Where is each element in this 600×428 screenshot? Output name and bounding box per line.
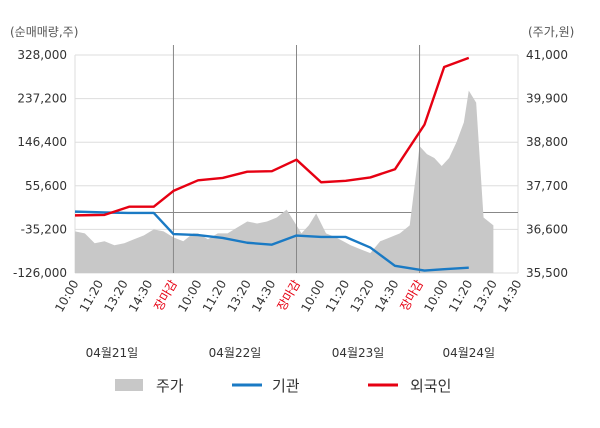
price-area (75, 90, 494, 273)
x-tick: 14:30 (372, 278, 401, 315)
y-left-axis: 328,000 237,200 146,400 55,600 -35,200 -126,0… (13, 48, 67, 280)
x-tick: 13:20 (224, 278, 253, 315)
y-right-tick: 39,900 (526, 92, 568, 106)
y-left-tick: -35,200 (21, 222, 67, 236)
y-right-tick: 41,000 (526, 48, 568, 62)
x-tick: 14:30 (495, 278, 524, 315)
x-tick: 14:30 (249, 278, 278, 315)
legend-label-institution: 기관 (272, 377, 300, 395)
institution-line (74, 210, 469, 272)
x-tick: 10:00 (175, 278, 204, 315)
y-right-tick: 35,500 (526, 266, 568, 280)
date-labels: 04월21일 04월22일 04월23일 04월24일 (86, 346, 495, 360)
y-right-tick: 37,700 (526, 179, 568, 193)
x-tick: 11:20 (323, 278, 352, 315)
x-tick: 11:20 (446, 278, 475, 315)
x-tick: 14:30 (126, 278, 155, 315)
y-left-tick: 55,600 (25, 179, 67, 193)
legend-swatch-price (115, 379, 143, 391)
foreign-line (74, 56, 470, 217)
y-right-tick: 38,800 (526, 135, 568, 149)
y-left-unit: (순매매량,주) (10, 25, 78, 39)
date-label: 04월23일 (332, 346, 385, 360)
x-tick: 13:20 (101, 278, 130, 315)
legend-label-foreign: 외국인 (410, 377, 451, 395)
legend: 주가 기관 외국인 (115, 377, 451, 395)
x-tick: 13:20 (348, 278, 377, 315)
legend-label-price: 주가 (156, 377, 184, 395)
net-buy-lines (74, 56, 470, 272)
y-left-tick: 237,200 (17, 92, 67, 106)
y-left-tick: -126,000 (13, 266, 67, 280)
x-tick: 11:20 (200, 278, 229, 315)
y-right-unit: (주가,원) (528, 25, 574, 39)
x-tick: 10:00 (52, 278, 81, 315)
date-label: 04월22일 (209, 346, 262, 360)
date-label: 04월24일 (442, 346, 495, 360)
y-left-tick: 146,400 (17, 135, 67, 149)
x-tick: 10:00 (298, 278, 327, 315)
y-right-axis: 41,000 39,900 38,800 37,700 36,600 35,500 (526, 48, 568, 280)
x-tick: 11:20 (77, 278, 106, 315)
x-tick: 10:00 (421, 278, 450, 315)
x-tick: 13:20 (471, 278, 500, 315)
price-area-layer (75, 90, 494, 273)
y-left-tick: 328,000 (17, 48, 67, 62)
x-axis-ticks: 10:0011:2013:2014:30장마감10:0011:2013:2014… (52, 278, 524, 315)
date-label: 04월21일 (86, 346, 139, 360)
y-right-tick: 36,600 (526, 222, 568, 236)
